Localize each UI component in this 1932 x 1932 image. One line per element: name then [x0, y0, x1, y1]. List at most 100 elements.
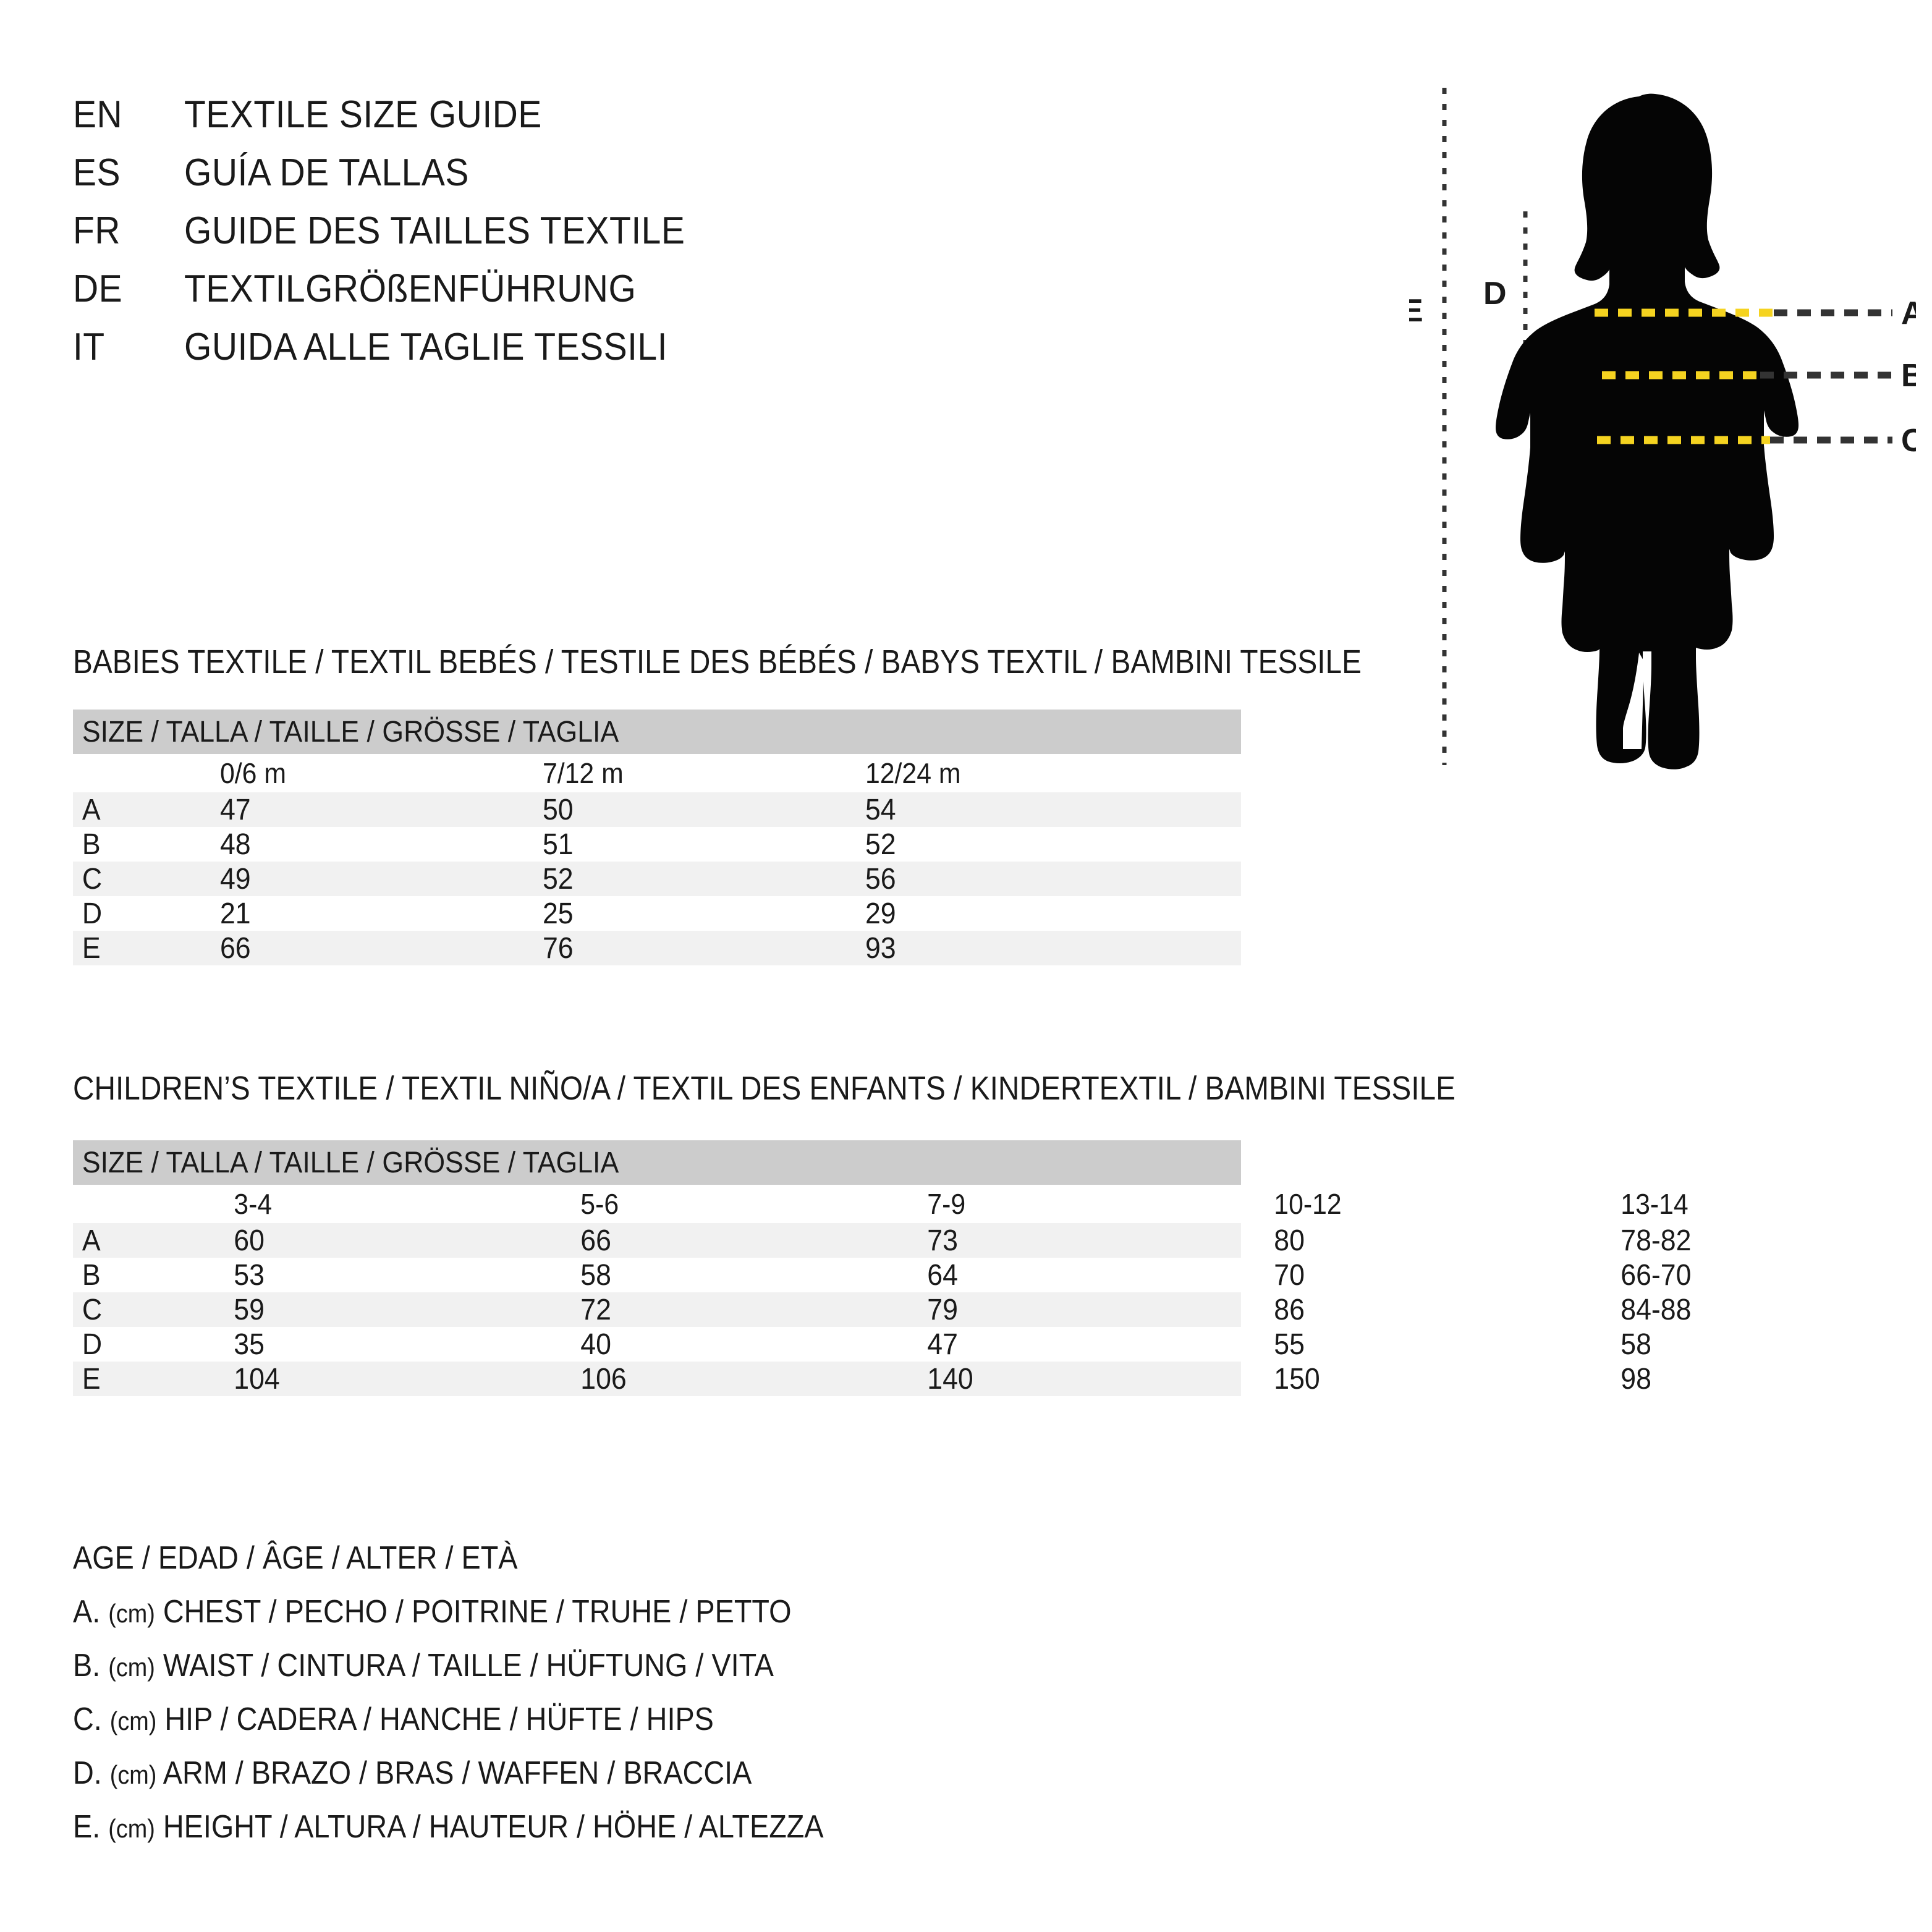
babies-cell-a-0: 47 [219, 793, 251, 826]
children-column-header-4: 13-14 [1621, 1188, 1688, 1220]
table-row: D 21 25 29 [73, 896, 1241, 931]
babies-cell-e-1: 76 [542, 931, 574, 965]
babies-table-header-label: SIZE / TALLA / TAILLE / GRÖSSE / TAGLIA [82, 715, 619, 748]
legend-unit-d: (cm) [109, 1760, 157, 1789]
babies-cell-b-0: 48 [219, 828, 251, 861]
babies-column-header-0: 0/6 m [219, 757, 286, 789]
table-row: A 60 66 73 80 78-82 [73, 1223, 1691, 1258]
babies-row-label-b: B [82, 828, 101, 861]
language-row-it: IT GUIDA ALLE TAGLIE TESSILI [73, 325, 1000, 383]
table-row: D 35 40 47 55 58 [73, 1327, 1651, 1362]
children-cell-e-4: 98 [1621, 1362, 1651, 1396]
children-cell-a-1: 66 [580, 1224, 611, 1257]
measurement-diagram: A B C D E [1409, 74, 1916, 779]
children-cell-a-2: 73 [927, 1224, 958, 1257]
language-code-fr: FR [73, 210, 121, 252]
children-column-header-1: 5-6 [580, 1188, 619, 1220]
babies-section-title: BABIES TEXTILE / TEXTIL BEBÉS / TESTILE … [73, 643, 1362, 680]
children-column-header-2: 7-9 [927, 1188, 966, 1220]
children-cell-e-2: 140 [927, 1362, 973, 1396]
figure-label-c: C [1901, 423, 1916, 459]
children-table-header-bar: SIZE / TALLA / TAILLE / GRÖSSE / TAGLIA [73, 1140, 1241, 1185]
children-cell-b-1: 58 [580, 1258, 611, 1292]
children-cell-b-4: 66-70 [1621, 1258, 1692, 1292]
babies-row-label-a: A [82, 793, 101, 826]
legend-item-d: D. (cm) ARM / BRAZO / BRAS / WAFFEN / BR… [73, 1747, 1019, 1800]
language-code-de: DE [73, 268, 123, 310]
babies-cell-d-1: 25 [542, 897, 574, 930]
language-header-block: EN TEXTILE SIZE GUIDE ES GUÍA DE TALLAS … [73, 93, 1000, 383]
child-silhouette-icon [1496, 93, 1799, 769]
figure-label-e: E [1409, 293, 1423, 329]
children-cell-d-1: 40 [580, 1328, 611, 1361]
legend-text-e: HEIGHT / ALTURA / HAUTEUR / HÖHE / ALTEZ… [163, 1809, 824, 1845]
legend-text-c: HIP / CADERA / HANCHE / HÜFTE / HIPS [164, 1701, 714, 1737]
legend-text-b: WAIST / CINTURA / TAILLE / HÜFTUNG / VIT… [163, 1648, 774, 1684]
legend-item-e: E. (cm) HEIGHT / ALTURA / HAUTEUR / HÖHE… [73, 1800, 1019, 1854]
babies-cell-d-2: 29 [865, 897, 896, 930]
babies-size-table: SIZE / TALLA / TAILLE / GRÖSSE / TAGLIA … [73, 710, 1241, 965]
legend-key-c: C. [73, 1701, 102, 1737]
language-code-en: EN [73, 93, 123, 136]
measurement-legend: AGE / EDAD / ÂGE / ALTER / ETÀ A. (cm) C… [73, 1532, 1124, 1854]
children-cell-c-3: 86 [1274, 1293, 1305, 1326]
legend-item-a: A. (cm) CHEST / PECHO / POITRINE / TRUHE… [73, 1585, 1019, 1639]
children-row-label-a: A [82, 1224, 101, 1257]
children-column-header-row: 3-4 5-6 7-9 10-12 13-14 [73, 1185, 1688, 1223]
table-row: C 49 52 56 [73, 862, 1241, 896]
table-row: B 53 58 64 70 66-70 [73, 1258, 1692, 1292]
table-row: A 47 50 54 [73, 792, 1241, 827]
children-row-label-e: E [82, 1362, 101, 1396]
children-cell-b-3: 70 [1274, 1258, 1305, 1292]
children-row-label-c: C [82, 1293, 103, 1326]
figure-label-a: A [1901, 295, 1916, 331]
language-row-fr: FR GUIDE DES TAILLES TEXTILE [73, 209, 1000, 267]
table-row: C 59 72 79 86 84-88 [73, 1292, 1691, 1327]
babies-row-label-e: E [82, 931, 101, 965]
legend-key-e: E. [73, 1809, 101, 1845]
legend-unit-e: (cm) [108, 1814, 155, 1843]
language-title-de: TEXTILGRÖßENFÜHRUNG [184, 268, 637, 310]
legend-age-line: AGE / EDAD / ÂGE / ALTER / ETÀ [73, 1540, 518, 1576]
babies-cell-b-2: 52 [865, 828, 896, 861]
legend-unit-c: (cm) [109, 1706, 157, 1735]
language-row-en: EN TEXTILE SIZE GUIDE [73, 93, 1000, 151]
language-title-it: GUIDA ALLE TAGLIE TESSILI [184, 326, 667, 368]
legend-item-c: C. (cm) HIP / CADERA / HANCHE / HÜFTE / … [73, 1693, 1019, 1747]
table-row: E 66 76 93 [73, 931, 1241, 965]
babies-column-header-row: 0/6 m 7/12 m 12/24 m [73, 754, 1241, 792]
children-cell-c-1: 72 [580, 1293, 611, 1326]
legend-text-d: ARM / BRAZO / BRAS / WAFFEN / BRACCIA [163, 1755, 752, 1791]
legend-key-b: B. [73, 1648, 101, 1684]
babies-cell-b-1: 51 [542, 828, 574, 861]
language-title-en: TEXTILE SIZE GUIDE [184, 93, 542, 136]
legend-key-a: A. [73, 1594, 101, 1630]
babies-cell-a-2: 54 [865, 793, 896, 826]
children-cell-e-3: 150 [1274, 1362, 1320, 1396]
babies-cell-a-1: 50 [542, 793, 574, 826]
legend-unit-b: (cm) [108, 1653, 155, 1682]
babies-row-label-c: C [82, 862, 103, 896]
babies-table-header-bar: SIZE / TALLA / TAILLE / GRÖSSE / TAGLIA [73, 710, 1241, 754]
children-cell-c-2: 79 [927, 1293, 958, 1326]
babies-cell-e-0: 66 [219, 931, 251, 965]
table-row: B 48 51 52 [73, 827, 1241, 862]
language-title-fr: GUIDE DES TAILLES TEXTILE [184, 210, 685, 252]
children-cell-c-0: 59 [234, 1293, 265, 1326]
babies-cell-e-2: 93 [865, 931, 896, 965]
legend-text-a: CHEST / PECHO / POITRINE / TRUHE / PETTO [163, 1594, 792, 1630]
children-table-header-label: SIZE / TALLA / TAILLE / GRÖSSE / TAGLIA [82, 1146, 619, 1179]
children-column-header-3: 10-12 [1274, 1188, 1342, 1220]
children-row-label-d: D [82, 1328, 103, 1361]
children-cell-d-3: 55 [1274, 1328, 1305, 1361]
children-cell-a-3: 80 [1274, 1224, 1305, 1257]
children-cell-c-4: 84-88 [1621, 1293, 1692, 1326]
babies-cell-c-0: 49 [219, 862, 251, 896]
babies-row-label-d: D [82, 897, 103, 930]
language-code-es: ES [73, 151, 121, 194]
language-title-es: GUÍA DE TALLAS [184, 151, 469, 194]
children-section-title: CHILDREN’S TEXTILE / TEXTIL NIÑO/A / TEX… [73, 1070, 1455, 1107]
children-column-header-0: 3-4 [234, 1188, 273, 1220]
children-size-table: SIZE / TALLA / TAILLE / GRÖSSE / TAGLIA … [73, 1140, 1692, 1396]
children-cell-b-2: 64 [927, 1258, 958, 1292]
